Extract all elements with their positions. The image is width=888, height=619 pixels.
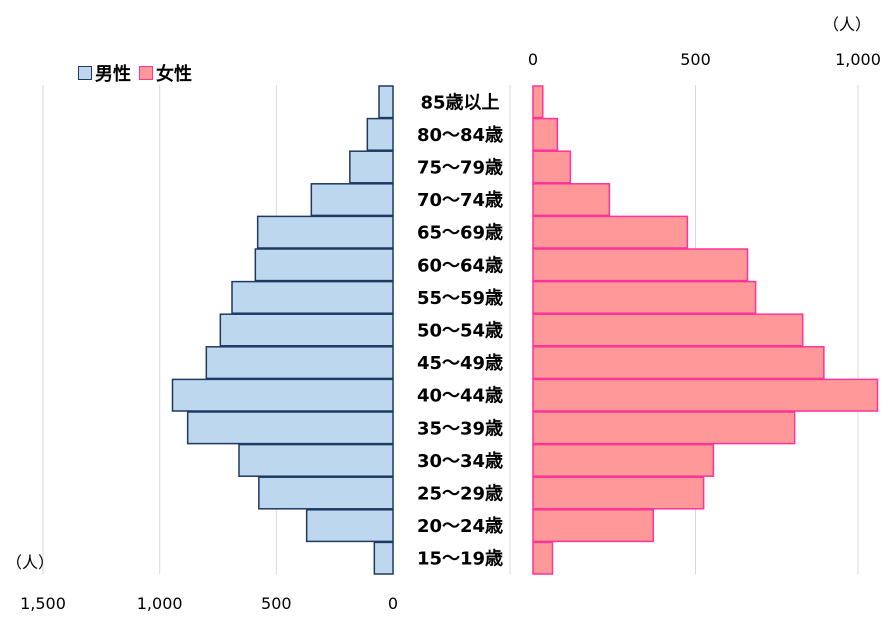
legend: 男性 女性 bbox=[78, 60, 200, 86]
female-bar bbox=[532, 313, 804, 347]
female-bar bbox=[532, 150, 572, 184]
female-bar bbox=[532, 378, 879, 412]
right-axis-tick-label: 500 bbox=[680, 50, 711, 69]
category-label: 80〜84歳 bbox=[417, 125, 503, 146]
male-bar bbox=[373, 541, 394, 575]
category-label: 75〜79歳 bbox=[417, 158, 503, 179]
legend-swatch-female bbox=[139, 66, 153, 80]
category-label: 15〜19歳 bbox=[417, 549, 503, 570]
female-bar bbox=[532, 183, 611, 217]
legend-item-female: 女性 bbox=[139, 60, 192, 86]
category-label: 20〜24歳 bbox=[417, 516, 503, 537]
category-label: 30〜34歳 bbox=[417, 451, 503, 472]
female-bar bbox=[532, 346, 825, 380]
left-axis-tick-label: 1,000 bbox=[137, 594, 183, 613]
left-axis-tick-label: 1,500 bbox=[20, 594, 66, 613]
female-bar bbox=[532, 117, 559, 151]
left-axis-tick-label: 0 bbox=[388, 594, 398, 613]
legend-swatch-male bbox=[78, 66, 92, 80]
male-bar bbox=[378, 85, 394, 119]
male-bar bbox=[186, 411, 394, 445]
female-bar bbox=[532, 443, 715, 477]
female-bar bbox=[532, 411, 796, 445]
category-label: 40〜44歳 bbox=[417, 386, 503, 407]
category-label: 50〜54歳 bbox=[417, 321, 503, 342]
male-bar bbox=[254, 248, 394, 282]
left-axis-unit: （人） bbox=[6, 553, 55, 572]
category-label: 65〜69歳 bbox=[417, 223, 503, 244]
male-bar bbox=[238, 443, 394, 477]
male-bar bbox=[349, 150, 394, 184]
male-bar bbox=[205, 346, 394, 380]
right-axis-tick-label: 1,000 bbox=[835, 50, 881, 69]
male-bar bbox=[305, 509, 394, 543]
female-bar bbox=[532, 541, 554, 575]
category-label: 45〜49歳 bbox=[417, 353, 503, 374]
category-label: 70〜74歳 bbox=[417, 190, 503, 211]
female-bar bbox=[532, 85, 544, 119]
left-axis-tick-label: 500 bbox=[261, 594, 292, 613]
male-bar bbox=[171, 378, 394, 412]
legend-item-male: 男性 bbox=[78, 60, 131, 86]
female-bar bbox=[532, 280, 757, 314]
category-label: 55〜59歳 bbox=[417, 288, 503, 309]
female-bar bbox=[532, 215, 689, 249]
category-label: 35〜39歳 bbox=[417, 418, 503, 439]
category-label: 25〜29歳 bbox=[417, 484, 503, 505]
female-bar bbox=[532, 476, 705, 510]
male-bar bbox=[231, 280, 394, 314]
right-axis-unit: （人） bbox=[823, 15, 872, 34]
legend-label-male: 男性 bbox=[95, 64, 131, 85]
male-bar bbox=[310, 183, 394, 217]
female-bar bbox=[532, 248, 749, 282]
right-axis-tick-label: 0 bbox=[528, 50, 538, 69]
male-bar bbox=[258, 476, 394, 510]
female-bar bbox=[532, 509, 654, 543]
category-label: 60〜64歳 bbox=[417, 255, 503, 276]
male-bar bbox=[219, 313, 394, 347]
male-bar bbox=[366, 117, 394, 151]
category-label: 85歳以上 bbox=[420, 92, 499, 113]
legend-label-female: 女性 bbox=[156, 64, 192, 85]
male-bar bbox=[256, 215, 394, 249]
